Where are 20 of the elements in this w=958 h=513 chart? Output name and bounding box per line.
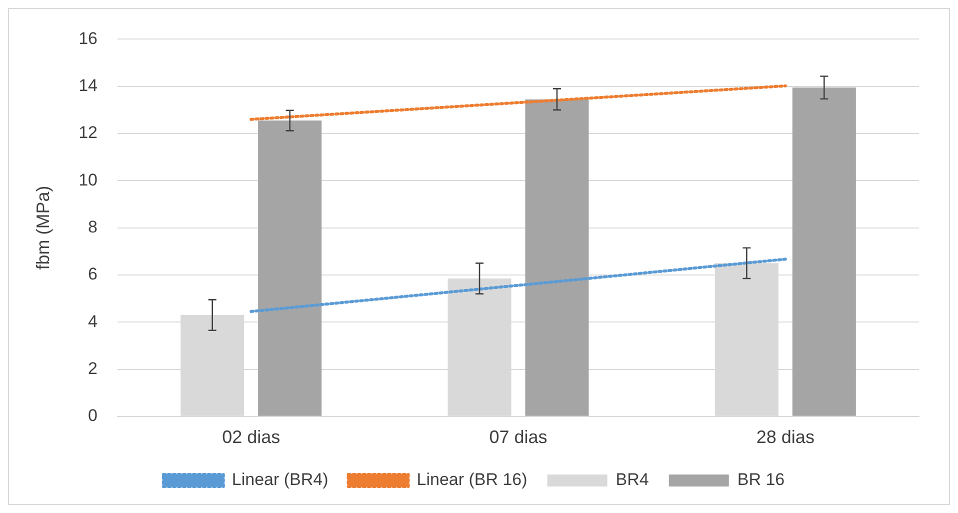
y-tick-label: 8 xyxy=(88,217,98,236)
y-tick-label: 4 xyxy=(88,312,98,331)
bar xyxy=(258,120,322,416)
y-tick-label: 0 xyxy=(88,406,98,426)
bar xyxy=(792,88,856,416)
y-tick-label: 16 xyxy=(78,28,98,48)
x-tick-label: 02 dias xyxy=(222,427,280,448)
legend-label: Linear (BR4) xyxy=(232,470,328,490)
legend-label: Linear (BR 16) xyxy=(416,470,528,490)
y-tick-label: 14 xyxy=(78,76,98,96)
y-tick-label: 2 xyxy=(88,358,98,378)
y-tick-label: 12 xyxy=(78,123,98,142)
legend-label: BR 16 xyxy=(737,470,785,490)
x-tick-label: 07 dias xyxy=(489,427,548,448)
legend-label: BR4 xyxy=(616,470,649,490)
y-tick-label: 6 xyxy=(88,264,98,284)
y-tick-label: 10 xyxy=(78,170,98,190)
x-tick-label: 28 dias xyxy=(756,427,814,448)
y-axis-title: fbm (MPa) xyxy=(32,186,53,270)
bar xyxy=(525,99,589,416)
